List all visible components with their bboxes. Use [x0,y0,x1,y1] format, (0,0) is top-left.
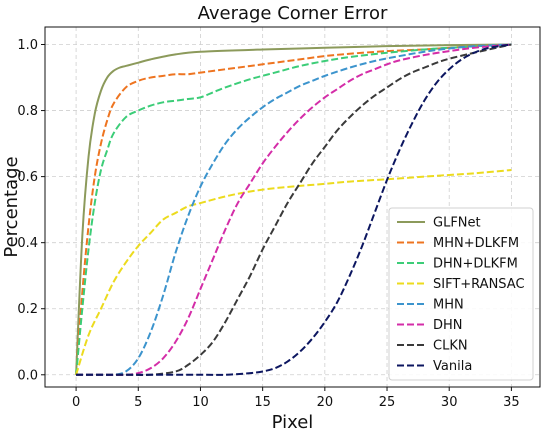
series-line-dhn [76,43,512,376]
x-tick-label: 15 [254,395,271,410]
x-tick-label: 5 [134,395,142,410]
legend-label-mhn: MHN [433,298,464,313]
axis-ticks: 0 5 10 15 20 25 30 35 0.0 0.2 0.4 0.6 0.8 1.0 [17,38,519,410]
series-line-clkn [76,43,512,377]
legend-label-glfnet: GLFNet [433,216,481,231]
legend-label-clkn: CLKN [433,339,468,354]
legend-label-dhn: DHN [433,318,463,333]
chart-title: Average Corner Error [198,3,388,24]
x-tick-label: 25 [379,395,396,410]
x-tick-label: 0 [72,395,80,410]
series-lines [75,43,512,377]
legend: GLFNet MHN+DLKFM DHN+DLKFM SIFT+RANSAC MHN DH… [388,207,534,381]
x-tick-label: 30 [441,395,458,410]
legend-label-vanila: Vanila [433,359,472,374]
y-tick-label: 1.0 [17,38,38,53]
series-line-dhn-dlkfm [75,43,512,375]
x-tick-label: 10 [192,395,209,410]
y-tick-label: 0.0 [17,368,38,383]
x-axis-label: Pixel [272,412,314,433]
x-tick-label: 35 [503,395,520,410]
legend-label-dhn-dlkfm: DHN+DLKFM [433,257,518,272]
series-line-sift-ransac [75,169,512,376]
series-line-glfnet [75,43,512,375]
legend-label-sift-ransac: SIFT+RANSAC [433,277,525,292]
y-tick-label: 0.2 [17,302,38,317]
plot-frame [44,26,541,388]
series-line-vanila [76,43,512,376]
y-axis-label: Percentage [1,156,22,257]
y-tick-label: 0.6 [17,170,38,185]
x-tick-label: 20 [317,395,334,410]
series-line-mhn-dlkfm [75,43,512,375]
legend-label-mhn-dlkfm: MHN+DLKFM [433,236,519,251]
y-tick-label: 0.4 [17,236,38,251]
y-tick-label: 0.8 [17,104,38,119]
legend-box [388,207,534,381]
grid-lines [45,27,540,387]
